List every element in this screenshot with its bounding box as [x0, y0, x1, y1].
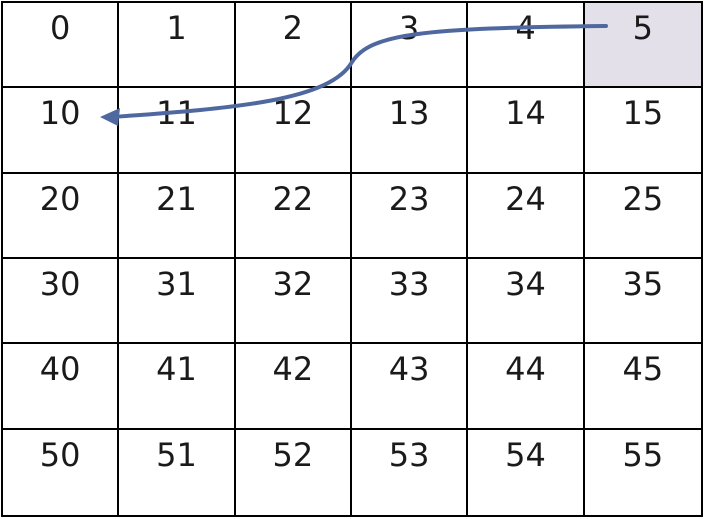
- grid-cell-15: 15: [584, 88, 701, 174]
- grid-cell-52: 52: [235, 429, 352, 515]
- grid-cell-11: 11: [119, 88, 236, 174]
- grid-cell-13: 13: [352, 88, 469, 174]
- grid-cell-33: 33: [352, 259, 469, 345]
- grid-cell-5: 5: [584, 3, 701, 89]
- grid-cell-54: 54: [468, 429, 585, 515]
- grid-cell-32: 32: [235, 259, 352, 345]
- grid-cell-50: 50: [3, 429, 120, 515]
- grid-cell-30: 30: [3, 259, 120, 345]
- grid-cell-53: 53: [352, 429, 469, 515]
- grid-cell-0: 0: [3, 3, 120, 89]
- grid-cell-35: 35: [584, 259, 701, 345]
- grid-cell-34: 34: [468, 259, 585, 345]
- grid-cell-25: 25: [584, 173, 701, 259]
- grid-cell-12: 12: [235, 88, 352, 174]
- grid-cell-2: 2: [235, 3, 352, 89]
- grid-cell-55: 55: [584, 429, 701, 515]
- grid-cell-21: 21: [119, 173, 236, 259]
- grid-cell-22: 22: [235, 173, 352, 259]
- grid-cell-1: 1: [119, 3, 236, 89]
- grid-cell-3: 3: [352, 3, 469, 89]
- grid-cell-10: 10: [3, 88, 120, 174]
- grid-cell-31: 31: [119, 259, 236, 345]
- grid-cell-14: 14: [468, 88, 585, 174]
- grid-cell-24: 24: [468, 173, 585, 259]
- grid-cell-41: 41: [119, 344, 236, 430]
- grid-cell-42: 42: [235, 344, 352, 430]
- grid-cell-51: 51: [119, 429, 236, 515]
- grid-cell-43: 43: [352, 344, 469, 430]
- grid-cell-23: 23: [352, 173, 469, 259]
- grid-cell-44: 44: [468, 344, 585, 430]
- grid-cell-45: 45: [584, 344, 701, 430]
- grid-cell-20: 20: [3, 173, 120, 259]
- grid-cell-4: 4: [468, 3, 585, 89]
- grid-cell-40: 40: [3, 344, 120, 430]
